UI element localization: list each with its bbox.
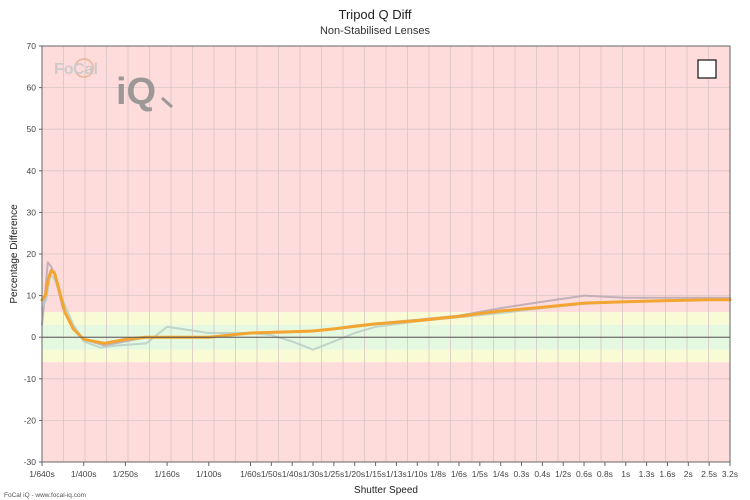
x-tick-label: 1/30s <box>303 469 324 479</box>
x-tick-label: 1.6s <box>659 469 675 479</box>
y-tick-label: 10 <box>27 291 37 301</box>
x-tick-label: 1/5s <box>472 469 488 479</box>
magnifier-handle-icon <box>160 96 174 109</box>
logo-text-fo: Fo <box>54 61 74 78</box>
x-tick-label: 1/640s <box>29 469 55 479</box>
x-tick-label: 1/400s <box>71 469 97 479</box>
x-tick-label: 2.5s <box>701 469 717 479</box>
x-tick-label: 1/6s <box>451 469 467 479</box>
series-lines <box>40 261 732 351</box>
series-line-average <box>40 269 732 345</box>
y-tick-label: 50 <box>27 124 37 134</box>
x-tick-label: 1/20s <box>344 469 365 479</box>
logo-text-cal: Cal <box>73 61 98 78</box>
x-tick-label: 3.2s <box>722 469 738 479</box>
x-tick-label: 0.3s <box>513 469 529 479</box>
y-tick-label: 40 <box>27 166 37 176</box>
focal-iq-logo: Fo Cal iQ <box>54 58 174 113</box>
x-tick-label: 1/8s <box>430 469 446 479</box>
x-tick-label: 1/160s <box>154 469 180 479</box>
x-tick-label: 1s <box>621 469 630 479</box>
x-tick-label: 2s <box>684 469 693 479</box>
x-tick-label: 0.8s <box>597 469 613 479</box>
x-tick-label: 0.4s <box>534 469 550 479</box>
chart-title: Tripod Q Diff <box>339 7 412 22</box>
x-tick-label: 1/15s <box>365 469 386 479</box>
chart-subtitle: Non-Stabilised Lenses <box>320 25 431 37</box>
y-axis-ticks: 70 60 50 40 30 20 10 0 -10 -20 -30 <box>24 41 42 467</box>
legend-toggle-box[interactable] <box>697 59 717 79</box>
footer-credit: FoCal iQ - www.focal-iq.com <box>4 492 86 499</box>
x-tick-label: 1/60s <box>240 469 261 479</box>
x-axis-label: Shutter Speed <box>354 485 418 496</box>
x-tick-label: 1/2s <box>555 469 571 479</box>
x-axis-ticks: 1/640s 1/400s 1/250s 1/160s 1/100s 1/60s 1/50s… <box>29 462 738 479</box>
y-axis-label: Percentage Difference <box>9 204 20 304</box>
y-tick-label: 20 <box>27 249 37 259</box>
y-tick-label: 30 <box>27 207 37 217</box>
logo-ring <box>74 58 94 78</box>
y-tick-label: -30 <box>24 457 37 467</box>
x-tick-label: 1/4s <box>493 469 509 479</box>
x-tick-label: 1/100s <box>196 469 222 479</box>
x-tick-label: 1/13s <box>386 469 407 479</box>
logo-text-iq: iQ <box>116 71 156 113</box>
x-tick-label: 1/250s <box>113 469 139 479</box>
y-tick-label: 60 <box>27 83 37 93</box>
x-tick-label: 0.6s <box>576 469 592 479</box>
y-tick-label: 0 <box>31 332 36 342</box>
x-tick-label: 1/50s <box>261 469 282 479</box>
y-tick-label: 70 <box>27 41 37 51</box>
x-tick-label: 1/10s <box>407 469 428 479</box>
y-tick-label: -10 <box>24 374 37 384</box>
x-tick-label: 1.3s <box>639 469 655 479</box>
x-tick-label: 1/25s <box>323 469 344 479</box>
x-tick-label: 1/40s <box>282 469 303 479</box>
y-tick-label: -20 <box>24 415 37 425</box>
